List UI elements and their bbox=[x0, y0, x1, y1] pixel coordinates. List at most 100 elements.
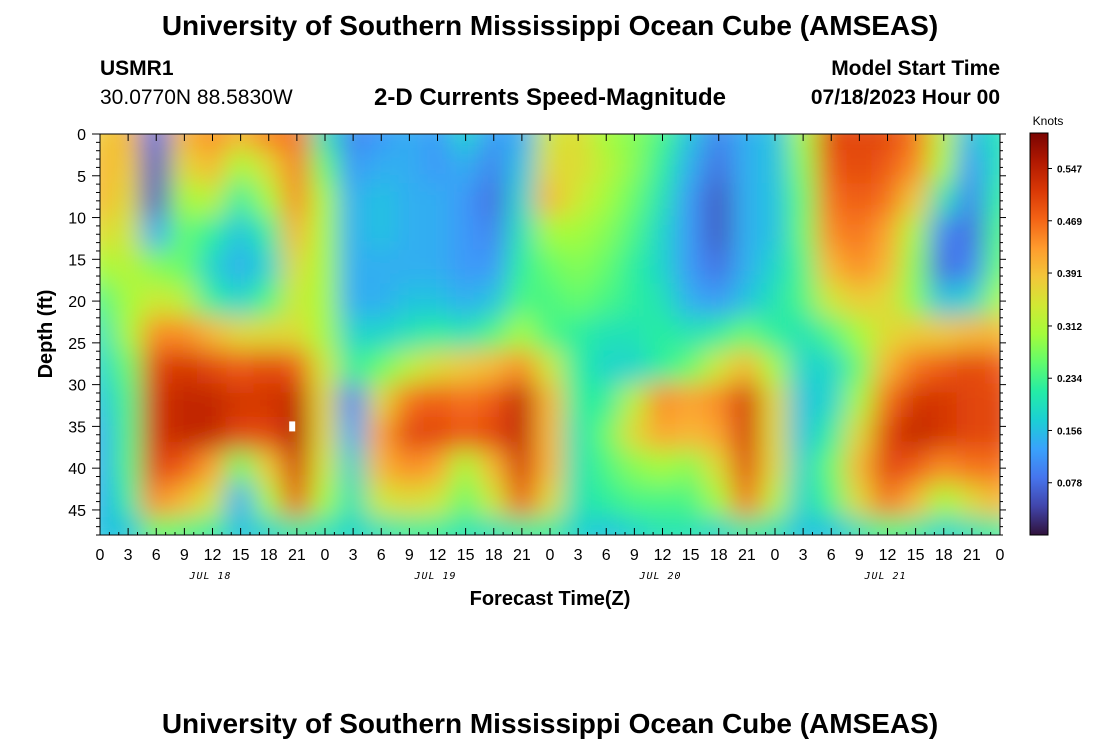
heatmap-cell bbox=[253, 216, 284, 252]
heatmap-cell bbox=[647, 283, 678, 319]
heatmap-cell bbox=[675, 517, 706, 535]
heatmap-cell bbox=[281, 149, 312, 186]
colorbar-tick-label: 0.234 bbox=[1057, 374, 1082, 385]
date-label: JUL 20 bbox=[638, 571, 681, 582]
heatmap-cell bbox=[816, 417, 847, 453]
heatmap-cell bbox=[225, 149, 256, 186]
heatmap-cell bbox=[872, 316, 903, 353]
heatmap-cell bbox=[253, 183, 284, 219]
heatmap-cell bbox=[197, 149, 228, 186]
heatmap-cell bbox=[478, 216, 509, 252]
heatmap-cell bbox=[731, 483, 762, 520]
heatmap-cell bbox=[422, 149, 453, 186]
heatmap-cell bbox=[534, 417, 566, 453]
date-label: JUL 18 bbox=[188, 571, 231, 582]
heatmap-cell bbox=[422, 183, 453, 219]
heatmap-cell bbox=[816, 283, 847, 319]
heatmap-cell bbox=[984, 383, 1000, 420]
heatmap-cell bbox=[872, 417, 903, 453]
date-label: JUL 21 bbox=[863, 571, 906, 582]
heatmap-cell bbox=[422, 216, 453, 252]
heatmap-cell bbox=[309, 383, 341, 420]
heatmap-cell bbox=[703, 316, 734, 353]
heatmap-cell bbox=[338, 517, 369, 535]
heatmap-cell bbox=[872, 149, 903, 186]
heatmap-cell bbox=[197, 316, 228, 353]
heatmap-cell bbox=[113, 450, 144, 486]
heatmap-cell bbox=[422, 450, 453, 486]
heatmap-cell bbox=[563, 417, 594, 453]
heatmap-cell bbox=[169, 316, 200, 353]
heatmap-cell bbox=[478, 450, 509, 486]
heatmap-cell bbox=[366, 417, 397, 453]
heatmap-cell bbox=[169, 483, 200, 520]
x-tick-label: 21 bbox=[963, 547, 981, 564]
heatmap-cell bbox=[703, 216, 734, 252]
heatmap-cell bbox=[422, 134, 453, 152]
y-tick-label: 25 bbox=[68, 336, 86, 353]
colorbar-tick-label: 0.469 bbox=[1057, 217, 1082, 228]
heatmap-cell bbox=[759, 483, 791, 520]
heatmap-cell bbox=[366, 383, 397, 420]
heatmap-cell bbox=[338, 183, 369, 219]
y-tick-label: 45 bbox=[68, 503, 86, 520]
heatmap-cell bbox=[619, 417, 650, 453]
heatmap-cell bbox=[281, 350, 312, 386]
heatmap-cell bbox=[366, 283, 397, 319]
heatmap-cell bbox=[956, 283, 987, 319]
footer-title: University of Southern Mississippi Ocean… bbox=[161, 708, 939, 739]
x-tick-label: 12 bbox=[879, 547, 897, 564]
heatmap-cell bbox=[731, 417, 762, 453]
heatmap-cell bbox=[169, 450, 200, 486]
x-tick-label: 18 bbox=[260, 547, 278, 564]
heatmap-cell bbox=[703, 450, 734, 486]
heatmap-cell bbox=[759, 283, 791, 319]
heatmap-cell bbox=[788, 417, 819, 453]
heatmap-cell bbox=[928, 517, 959, 535]
heatmap-cell bbox=[731, 517, 762, 535]
heatmap-cell bbox=[309, 450, 341, 486]
heatmap-cell bbox=[703, 350, 734, 386]
x-tick-label: 3 bbox=[124, 547, 133, 564]
heatmap-cell bbox=[281, 316, 312, 353]
heatmap-cell bbox=[984, 483, 1000, 520]
heatmap-cell bbox=[956, 517, 987, 535]
heatmap-cell bbox=[647, 517, 678, 535]
heatmap-cell bbox=[113, 483, 144, 520]
heatmap-cell bbox=[113, 383, 144, 420]
heatmap-cell bbox=[816, 316, 847, 353]
heatmap-cell bbox=[506, 183, 537, 219]
heatmap-cell bbox=[563, 383, 594, 420]
heatmap-cell bbox=[113, 249, 144, 286]
heatmap-cell bbox=[928, 216, 959, 252]
heatmap-cell bbox=[788, 216, 819, 252]
heatmap-cell bbox=[956, 249, 987, 286]
heatmap-cell bbox=[956, 216, 987, 252]
heatmap-cell bbox=[366, 149, 397, 186]
heatmap-cell bbox=[253, 383, 284, 420]
heatmap-cell bbox=[422, 249, 453, 286]
heatmap-cell bbox=[422, 350, 453, 386]
heatmap-cell bbox=[900, 216, 931, 252]
heatmap-cell bbox=[309, 350, 341, 386]
heatmap-cell bbox=[366, 249, 397, 286]
heatmap-cell bbox=[506, 316, 537, 353]
heatmap-cell bbox=[394, 483, 425, 520]
heatmap-cell bbox=[591, 316, 622, 353]
page-title: University of Southern Mississippi Ocean… bbox=[161, 10, 939, 41]
x-tick-label: 0 bbox=[321, 547, 330, 564]
heatmap-cell bbox=[478, 316, 509, 353]
heatmap-cell bbox=[844, 249, 875, 286]
heatmap-cell bbox=[563, 216, 594, 252]
heatmap-cell bbox=[984, 249, 1000, 286]
heatmap-cell bbox=[731, 450, 762, 486]
heatmap-cell bbox=[731, 316, 762, 353]
station-coordinates: 30.0770N 88.5830W bbox=[100, 86, 293, 109]
heatmap-cell bbox=[534, 183, 566, 219]
heatmap-cell bbox=[956, 483, 987, 520]
heatmap-cell bbox=[450, 316, 481, 353]
heatmap-cell bbox=[956, 183, 987, 219]
heatmap-cell bbox=[478, 283, 509, 319]
heatmap-cell bbox=[816, 149, 847, 186]
heatmap-cell bbox=[338, 350, 369, 386]
